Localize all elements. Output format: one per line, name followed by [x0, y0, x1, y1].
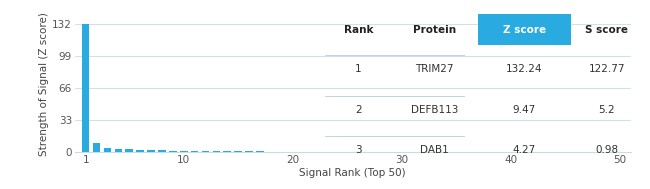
- Bar: [191, 151, 198, 152]
- Bar: [125, 149, 133, 152]
- Bar: [147, 150, 155, 152]
- Bar: [158, 150, 166, 152]
- Bar: [136, 150, 144, 152]
- Y-axis label: Strength of Signal (Z score): Strength of Signal (Z score): [39, 12, 49, 156]
- X-axis label: Signal Rank (Top 50): Signal Rank (Top 50): [299, 168, 406, 178]
- Text: 2: 2: [355, 105, 361, 115]
- Text: DAB1: DAB1: [420, 145, 449, 155]
- Bar: [169, 151, 177, 152]
- Bar: [82, 24, 90, 152]
- Text: Rank: Rank: [344, 25, 373, 35]
- Text: 4.27: 4.27: [512, 145, 536, 155]
- Bar: [202, 151, 209, 152]
- Bar: [245, 151, 253, 152]
- Text: 9.47: 9.47: [512, 105, 536, 115]
- Text: 132.24: 132.24: [506, 64, 542, 74]
- Bar: [180, 151, 188, 152]
- Text: 3: 3: [355, 145, 361, 155]
- Bar: [256, 151, 264, 152]
- Text: S score: S score: [586, 25, 629, 35]
- Bar: [213, 151, 220, 152]
- FancyBboxPatch shape: [478, 14, 571, 46]
- Text: 5.2: 5.2: [599, 105, 616, 115]
- Text: 0.98: 0.98: [595, 145, 619, 155]
- Bar: [224, 151, 231, 152]
- Bar: [114, 149, 122, 152]
- Text: Z score: Z score: [502, 25, 545, 35]
- Bar: [93, 143, 100, 152]
- Text: DEFB113: DEFB113: [411, 105, 458, 115]
- Text: 1: 1: [355, 64, 361, 74]
- Text: Protein: Protein: [413, 25, 456, 35]
- Bar: [103, 148, 111, 152]
- Bar: [235, 151, 242, 152]
- Text: 122.77: 122.77: [589, 64, 625, 74]
- Text: TRIM27: TRIM27: [415, 64, 454, 74]
